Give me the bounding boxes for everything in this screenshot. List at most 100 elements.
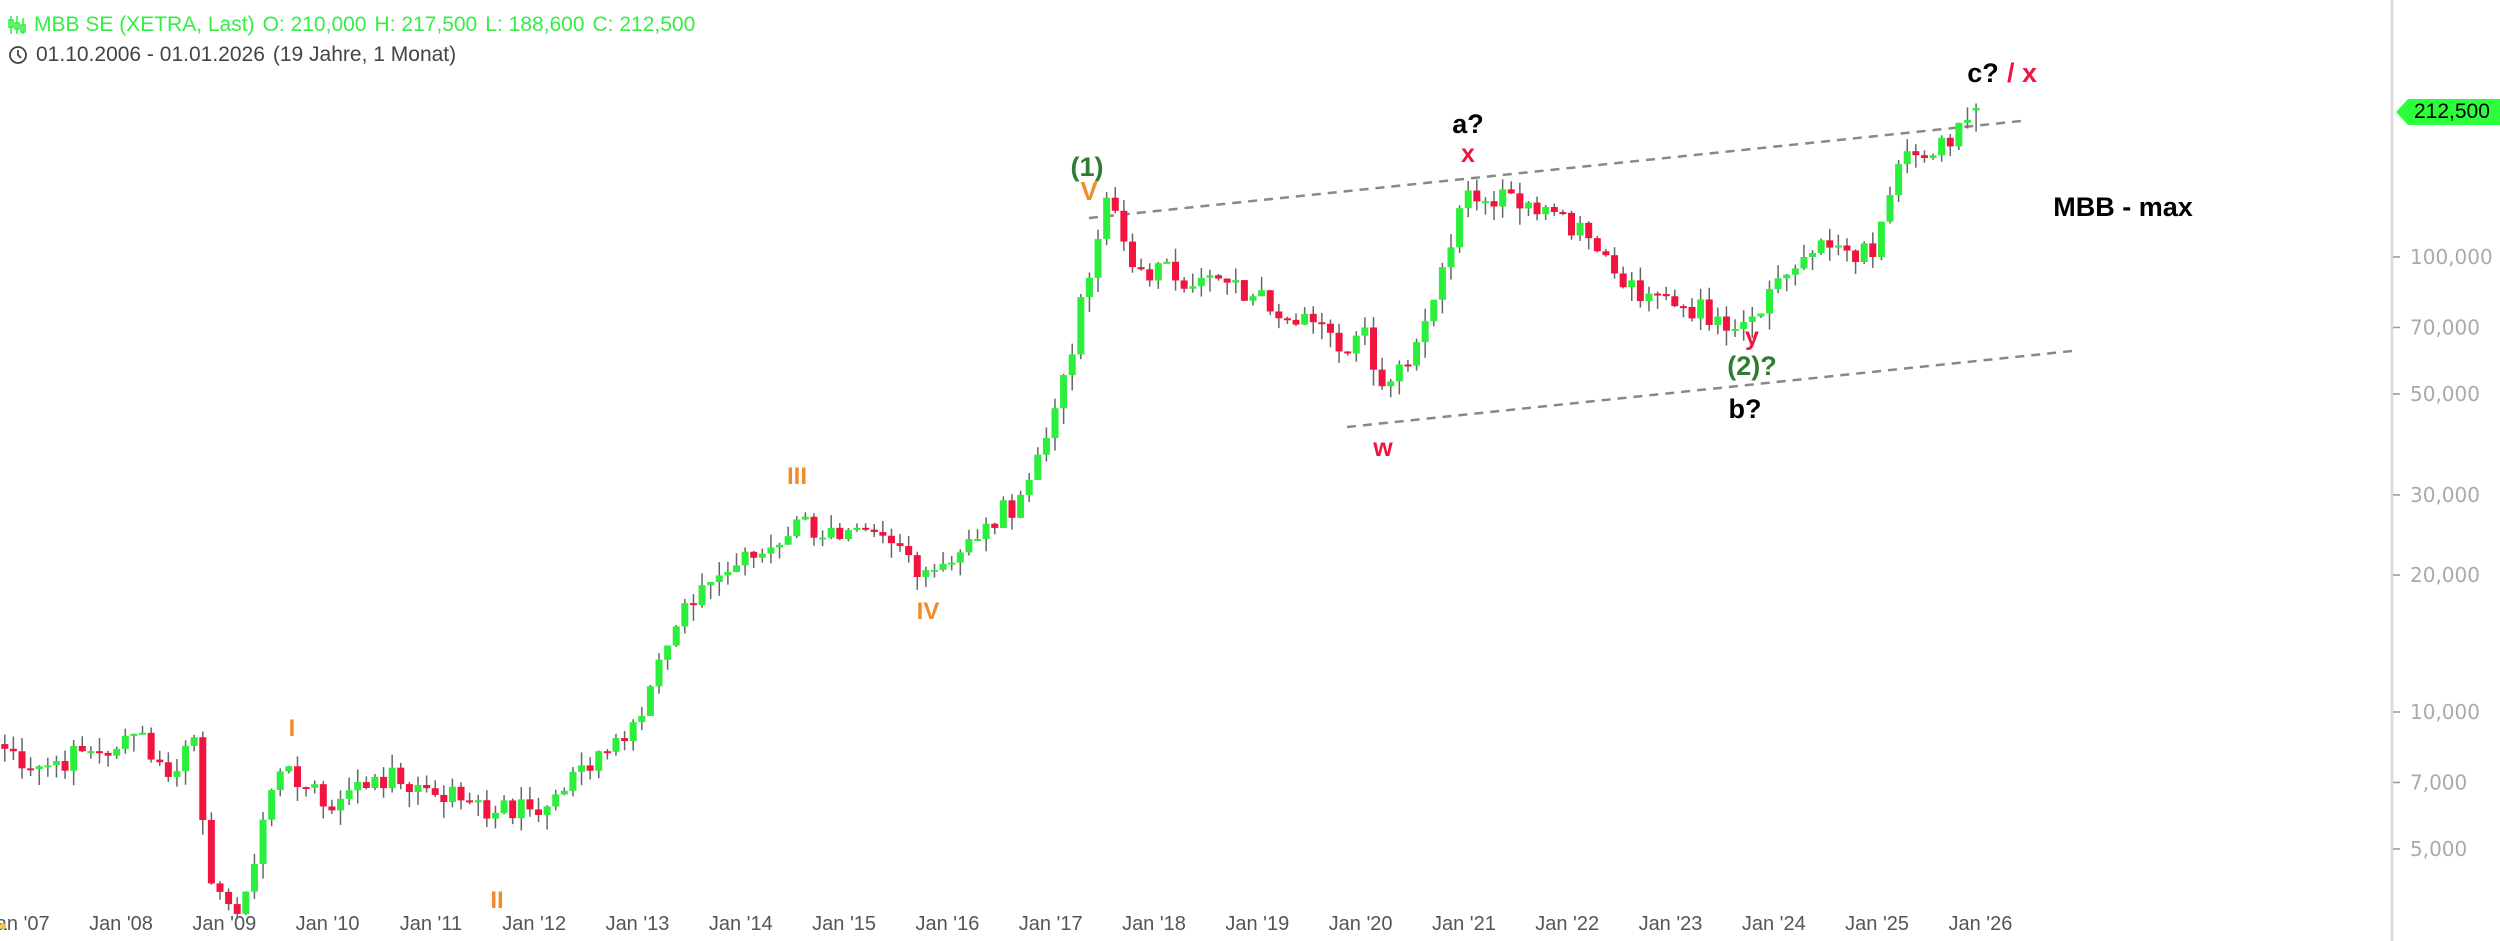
candle	[250, 853, 258, 899]
y-tick-label: 70,000	[2410, 315, 2480, 339]
candle-body-down	[1240, 280, 1248, 301]
candle-body-down	[1671, 296, 1679, 307]
y-tick-label: 50,000	[2410, 382, 2480, 406]
candle	[474, 794, 482, 816]
candle-body-up	[776, 544, 784, 548]
candle	[887, 528, 895, 558]
instrument-row: MBB SE (XETRA, Last) O: 210,000 H: 217,5…	[8, 10, 695, 40]
candle	[1128, 233, 1136, 273]
candle	[621, 730, 629, 751]
candle	[27, 757, 35, 777]
candle-body-down	[913, 555, 921, 578]
candle	[18, 738, 26, 779]
candle	[1111, 187, 1119, 214]
candle-body-up	[1834, 245, 1842, 248]
candle-body-up	[250, 863, 258, 892]
candle-body-up	[1025, 479, 1033, 495]
lower-trendline[interactable]	[1346, 349, 2073, 429]
candle-body-up	[724, 572, 732, 576]
candle-body-up	[801, 516, 809, 520]
wave-label-y: y	[1745, 323, 1759, 351]
candle	[509, 798, 517, 825]
candle	[913, 551, 921, 590]
candle-body-down	[95, 751, 103, 754]
wave-label-II: II	[490, 887, 503, 914]
candle	[1387, 378, 1395, 398]
candle	[1834, 234, 1842, 256]
candle	[225, 888, 233, 911]
candle	[612, 733, 620, 756]
candle	[380, 767, 388, 798]
candle	[1559, 209, 1567, 216]
candle	[242, 891, 250, 915]
candle-body-up	[646, 686, 654, 716]
candle-body-down	[1473, 190, 1481, 202]
y-tick-label: 10,000	[2410, 700, 2480, 724]
candle-body-up	[948, 562, 956, 565]
candle-body-down	[78, 746, 86, 752]
candle-body-down	[423, 785, 431, 789]
candle-body-down	[1223, 278, 1231, 283]
candle	[337, 790, 345, 825]
candle-body-up	[1791, 268, 1799, 275]
candle	[1042, 427, 1050, 462]
candle-body-up	[1731, 328, 1739, 331]
candle	[44, 757, 52, 777]
candle	[1817, 238, 1825, 255]
candle-body-down	[156, 759, 164, 763]
x-tick-label: Jan '24	[1742, 913, 1806, 935]
x-tick-label: Jan '11	[400, 913, 462, 935]
candle-body-up	[1232, 280, 1240, 283]
y-axis: 5,000 7,000 10,000 20,000 30,000 50,000 70,000…	[2393, 245, 2493, 861]
candle-body-up	[1757, 313, 1765, 317]
candle	[345, 777, 353, 805]
candle-body-down	[1585, 222, 1593, 239]
x-tick-label: Jan '23	[1639, 913, 1703, 935]
candle-body-down	[397, 767, 405, 785]
candle	[1137, 258, 1145, 271]
candle	[535, 797, 543, 823]
candle-body-up	[1352, 335, 1360, 354]
candle	[1060, 373, 1068, 425]
candle	[1189, 273, 1197, 293]
candle	[1662, 286, 1670, 301]
candle	[870, 523, 878, 538]
candle	[362, 776, 370, 790]
candle-body-down	[862, 527, 870, 530]
y-tick-label: 100,000	[2410, 245, 2493, 269]
candle	[1765, 280, 1773, 330]
x-tick-label: Jan '16	[915, 913, 979, 935]
candle-body-up	[1972, 108, 1980, 111]
candle-body-up	[1809, 253, 1817, 257]
candle-body-up	[1783, 274, 1791, 279]
candle	[285, 765, 293, 774]
candle-body-down	[810, 516, 818, 538]
range-row: 01.10.2006 - 01.01.2026 (19 Jahre, 1 Mon…	[8, 40, 695, 70]
candle-body-down	[164, 762, 172, 777]
candle-body-up	[543, 806, 551, 815]
candle-body-down	[319, 784, 327, 807]
candle-body-down	[405, 784, 413, 792]
candle	[896, 534, 904, 552]
candle	[1791, 264, 1799, 286]
candle	[1654, 291, 1662, 309]
candle	[1516, 182, 1524, 225]
candle-body-up	[276, 771, 284, 791]
candle	[1344, 351, 1352, 356]
candle-body-up	[1963, 120, 1971, 123]
candle-body-up	[1447, 247, 1455, 268]
status-dot	[0, 923, 6, 929]
candle	[1499, 179, 1507, 218]
candle	[1223, 278, 1231, 295]
upper-trendline[interactable]	[1088, 119, 2022, 220]
candle	[1800, 244, 1808, 270]
candle-body-up	[612, 738, 620, 752]
candle-body-down	[1111, 197, 1119, 211]
candle	[1783, 273, 1791, 292]
candle-body-up	[1395, 364, 1403, 382]
candle-body-up	[982, 523, 990, 540]
candle-body-down	[1378, 369, 1386, 387]
date-range: 01.10.2006 - 01.01.2026	[36, 43, 265, 66]
candle-body-down	[1172, 261, 1180, 281]
